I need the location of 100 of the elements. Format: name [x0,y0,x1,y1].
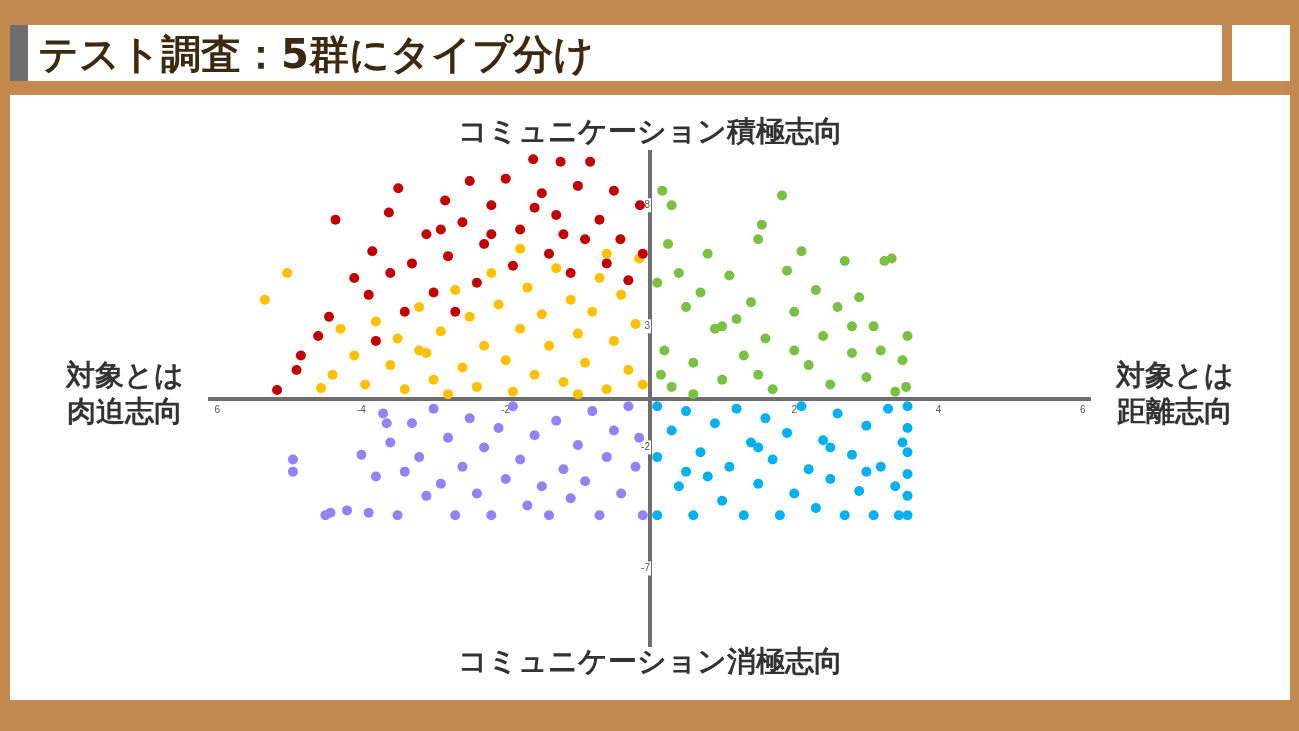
point [443,432,454,443]
point [673,481,684,492]
point [681,406,692,417]
point [753,442,764,453]
point [594,272,605,283]
point [724,461,735,472]
point [702,471,713,482]
point [515,323,526,334]
x-tick-label: -4 [357,403,367,415]
point [789,306,800,317]
point [902,510,913,521]
point [440,195,451,206]
point [327,369,338,380]
point [615,234,626,245]
point [428,374,439,385]
point [558,464,569,475]
point [745,437,756,448]
point [551,263,562,274]
point [287,466,298,477]
point [902,401,913,412]
point [399,306,410,317]
point [637,510,648,521]
point [630,318,641,329]
point [623,401,634,412]
point [666,381,677,392]
point [868,321,879,332]
point [659,345,670,356]
point [839,255,850,266]
point [435,478,446,489]
point [861,372,872,383]
point [435,326,446,337]
point [657,185,668,196]
point [875,345,886,356]
x-tick-label: 2 [791,403,798,415]
point [529,369,540,380]
point [406,418,417,429]
point [688,510,699,521]
point [810,285,821,296]
y-tick-label: 8 [644,199,651,211]
point [875,461,886,472]
point [479,239,490,250]
point [522,282,533,293]
point [435,224,446,235]
point [825,442,836,453]
point [717,495,728,506]
point [421,490,432,501]
point [846,347,857,358]
chart-title: テスト調査：5群にタイプ分け [38,30,594,79]
point [832,408,843,419]
point [428,287,439,298]
x-tick-label: 6 [1080,403,1087,415]
point [688,389,699,400]
point [890,386,901,397]
point [522,500,533,511]
point [655,369,666,380]
point [760,333,771,344]
point [370,316,381,327]
point [500,473,511,484]
x-tick-label: 4 [935,403,942,415]
point [580,357,591,368]
point [782,265,793,276]
point [360,379,371,390]
point [450,510,461,521]
point [666,200,677,211]
point [471,277,482,288]
point [406,258,417,269]
point [428,403,439,414]
point [383,207,394,218]
point [587,406,598,417]
point [349,350,360,361]
point [507,386,518,397]
point [753,234,764,245]
point [731,403,742,414]
point [616,488,627,499]
y-tick-label: 3 [644,320,651,332]
point [637,379,648,390]
point [753,369,764,380]
point [500,355,511,366]
point [385,437,396,448]
point [777,190,787,201]
point [330,214,341,225]
point [702,248,713,259]
point [818,435,829,446]
point [515,243,526,254]
point [634,432,645,443]
point [515,454,526,465]
point [381,418,392,429]
point [363,507,374,518]
point [594,214,605,225]
point [555,156,566,167]
point [587,306,598,317]
point [832,301,843,312]
point [536,481,547,492]
point [608,185,619,196]
point [544,340,555,351]
point [601,384,612,395]
point [738,510,749,521]
point [529,430,540,441]
point [897,355,908,366]
point [324,311,335,322]
